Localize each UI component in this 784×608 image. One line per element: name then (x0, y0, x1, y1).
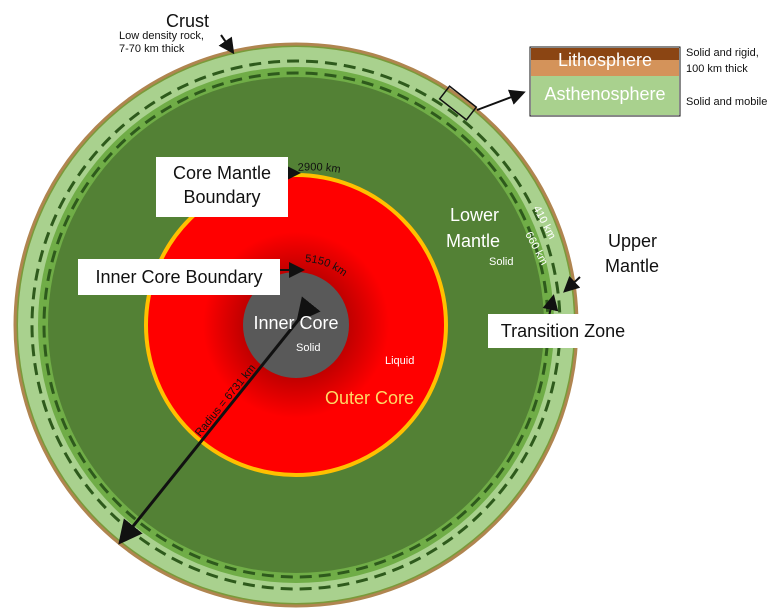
lower-mantle-state: Solid (489, 256, 514, 268)
inset-lithosphere-desc-1: Solid and rigid, (686, 47, 759, 59)
inset-lithosphere-top (531, 48, 679, 60)
core-mantle-boundary-label: Core Mantle Boundary (156, 157, 288, 217)
inset-border (529, 46, 681, 117)
inset-asthenosphere (531, 76, 679, 115)
crust-pointer-arrow (218, 34, 235, 55)
upper-mantle-pointer-arrow (563, 275, 581, 293)
outer-core-label: Outer Core (325, 388, 415, 408)
inset-lithosphere-bottom (531, 60, 679, 76)
crust-description-1: Low density rock, (119, 30, 204, 42)
upper-mantle-label-2: Mantle (605, 256, 660, 276)
crust-description-2: 7-70 km thick (119, 43, 185, 55)
zoom-region-box (438, 85, 478, 121)
lower-mantle-label-2: Mantle (446, 231, 501, 251)
inner-core-state: Solid (296, 342, 321, 354)
inset-asthenosphere-desc: Solid and mobile (686, 96, 768, 108)
inner-core-boundary-label: Inner Core Boundary (78, 259, 280, 295)
cmb-depth-label: 2900 km (297, 161, 341, 175)
outer-core-state: Liquid (385, 355, 415, 367)
inset-asthenosphere-label: Asthenosphere (544, 84, 666, 104)
lower-mantle-label-1: Lower (450, 205, 500, 225)
inset-lithosphere-desc-2: 100 km thick (686, 63, 748, 75)
inner-core-label: Inner Core (253, 313, 339, 333)
upper-mantle-label-1: Upper (608, 231, 658, 251)
transition-zone-label: Transition Zone (488, 314, 638, 348)
zoom-pointer-arrow (476, 89, 526, 111)
crust-title: Crust (166, 11, 210, 31)
radius-arrow (118, 296, 321, 545)
core-mantle-boundary-line-1: Core Mantle (172, 163, 272, 183)
core-mantle-boundary-line-2: Boundary (183, 187, 261, 207)
inset-lithosphere-label: Lithosphere (557, 50, 653, 70)
